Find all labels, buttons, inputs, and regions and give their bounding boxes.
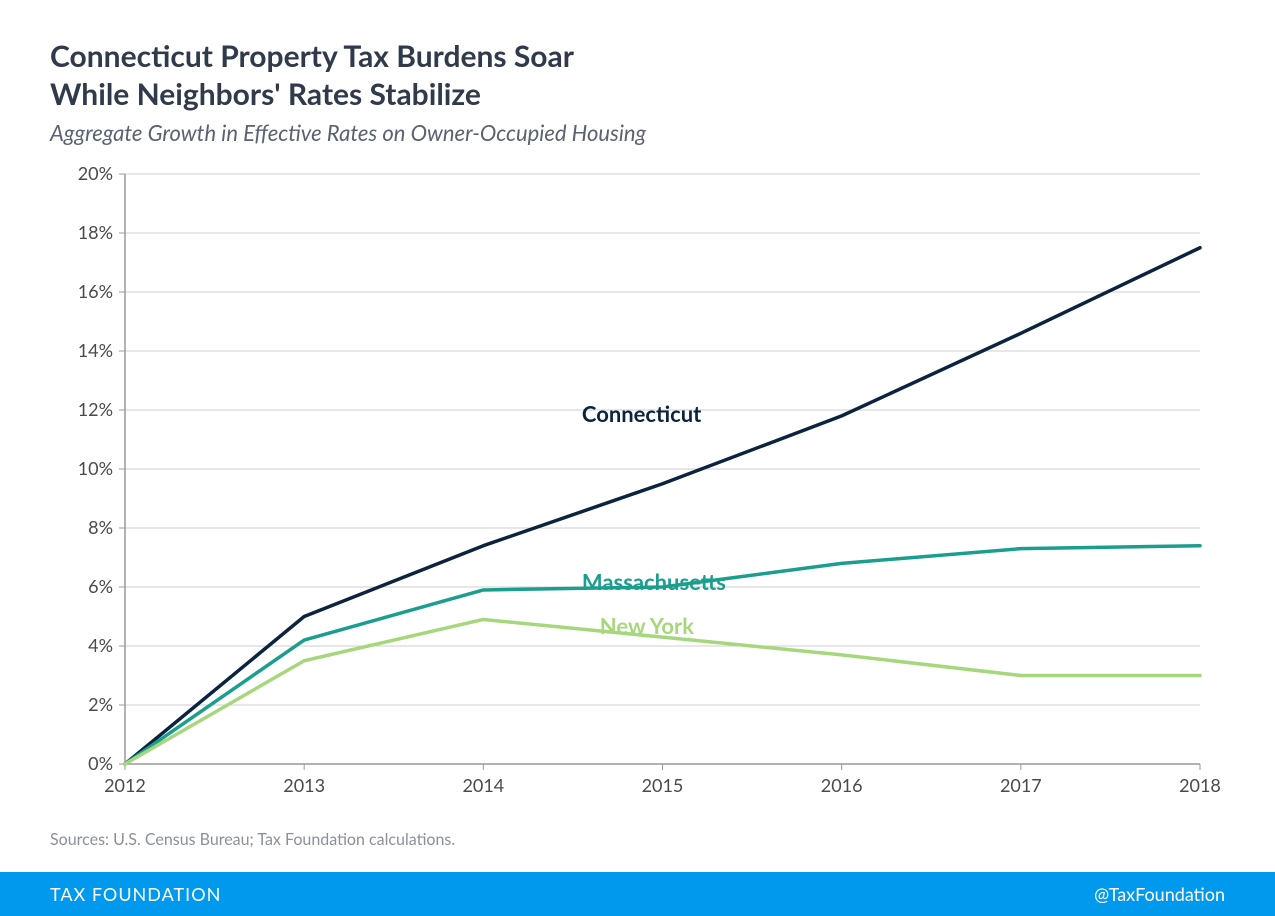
svg-text:2018: 2018: [1179, 774, 1221, 796]
chart-title: Connecticut Property Tax Burdens Soar Wh…: [50, 38, 1225, 113]
svg-text:New York: New York: [600, 612, 694, 639]
svg-text:Connecticut: Connecticut: [582, 400, 702, 427]
svg-text:18%: 18%: [78, 221, 113, 243]
svg-text:4%: 4%: [88, 634, 113, 656]
svg-text:10%: 10%: [78, 457, 113, 479]
svg-text:2012: 2012: [104, 774, 146, 796]
chart-subtitle: Aggregate Growth in Effective Rates on O…: [50, 119, 1225, 146]
svg-text:0%: 0%: [88, 752, 113, 774]
svg-text:14%: 14%: [78, 339, 113, 361]
svg-text:20%: 20%: [78, 164, 113, 184]
svg-text:2015: 2015: [642, 774, 684, 796]
chart-svg: 0% 2% 4% 6% 8% 10% 12% 14% 16% 18% 20% 2012 2013 2014…: [50, 164, 1225, 804]
svg-text:2016: 2016: [821, 774, 863, 796]
title-line-2: While Neighbors' Rates Stabilize: [50, 76, 481, 112]
svg-text:2017: 2017: [1000, 774, 1042, 796]
line-chart: 0% 2% 4% 6% 8% 10% 12% 14% 16% 18% 20% 2012 2013 2014…: [50, 164, 1225, 808]
svg-text:2013: 2013: [283, 774, 325, 796]
footer-handle: @TaxFoundation: [1094, 883, 1225, 905]
svg-text:12%: 12%: [78, 398, 113, 420]
svg-text:16%: 16%: [78, 280, 113, 302]
svg-text:2014: 2014: [462, 774, 504, 796]
source-text: Sources: U.S. Census Bureau; Tax Foundat…: [50, 830, 1225, 849]
footer-brand: TAX FOUNDATION: [50, 883, 221, 905]
svg-text:2%: 2%: [88, 693, 113, 715]
svg-text:Massachusetts: Massachusetts: [582, 568, 726, 595]
svg-text:8%: 8%: [88, 516, 113, 538]
footer-bar: TAX FOUNDATION @TaxFoundation: [0, 872, 1275, 916]
svg-text:6%: 6%: [88, 575, 113, 597]
title-line-1: Connecticut Property Tax Burdens Soar: [50, 38, 574, 74]
